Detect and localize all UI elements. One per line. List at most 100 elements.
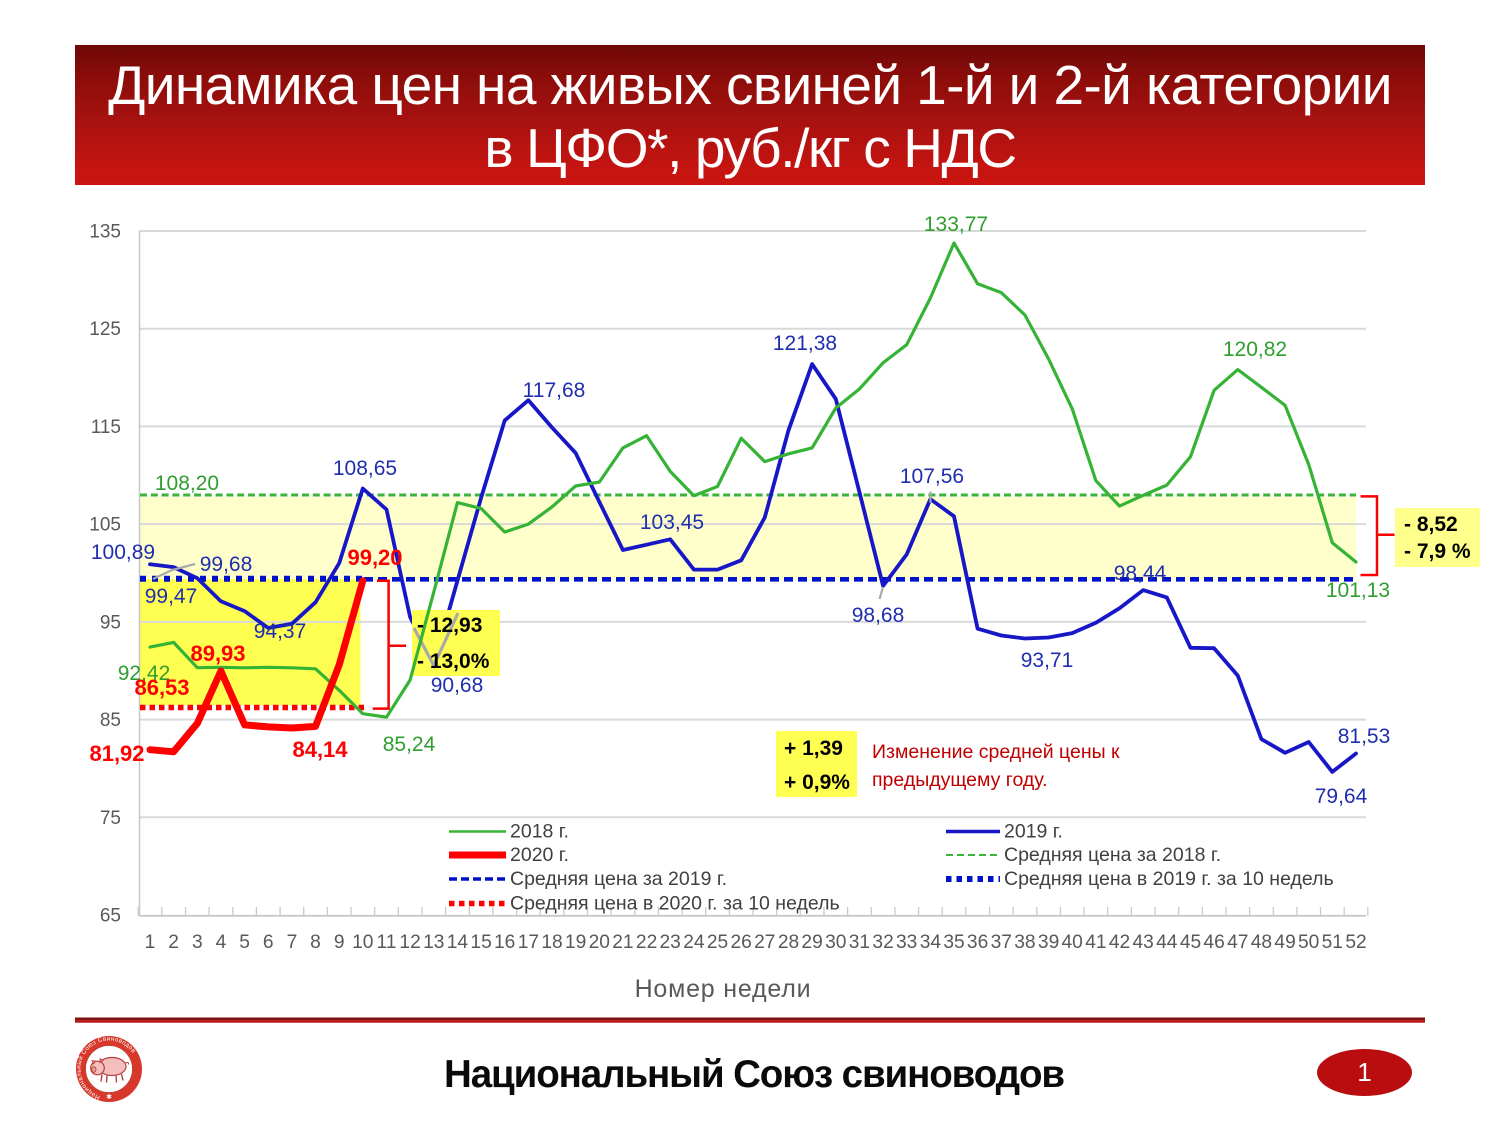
svg-text:Национальный Союз свиноводов: Национальный Союз свиноводов [444,1053,1064,1096]
svg-text:108,20: 108,20 [155,472,219,495]
svg-text:135: 135 [89,222,121,243]
svg-text:85: 85 [100,710,121,731]
svg-text:98,68: 98,68 [852,604,905,627]
svg-text:108,65: 108,65 [333,457,397,480]
svg-text:38: 38 [1014,932,1035,953]
svg-text:- 13,0%: - 13,0% [417,650,490,673]
svg-text:Средняя цена в 2019 г. за 10 н: Средняя цена в 2019 г. за 10 недель [1004,868,1334,890]
svg-text:30: 30 [825,932,846,953]
svg-text:1: 1 [145,932,156,953]
svg-text:+ 0,9%: + 0,9% [784,771,850,794]
svg-text:39: 39 [1038,932,1059,953]
svg-text:42: 42 [1109,932,1130,953]
svg-text:89,93: 89,93 [190,641,245,666]
svg-text:101,13: 101,13 [1326,579,1390,602]
svg-text:2018 г.: 2018 г. [510,821,569,843]
svg-text:34: 34 [920,932,942,953]
svg-text:12: 12 [399,932,420,953]
svg-text:19: 19 [565,932,586,953]
svg-text:44: 44 [1156,932,1178,953]
svg-text:92,42: 92,42 [118,662,171,685]
svg-text:10: 10 [352,932,373,953]
svg-text:47: 47 [1227,932,1248,953]
svg-text:28: 28 [778,932,799,953]
svg-text:93,71: 93,71 [1021,649,1074,672]
svg-text:41: 41 [1085,932,1106,953]
svg-text:24: 24 [683,932,705,953]
svg-text:36: 36 [967,932,988,953]
svg-text:121,38: 121,38 [773,332,837,355]
svg-text:43: 43 [1133,932,1154,953]
svg-text:125: 125 [89,319,121,340]
svg-text:46: 46 [1203,932,1224,953]
svg-text:81,92: 81,92 [89,741,144,766]
svg-text:33: 33 [896,932,917,953]
svg-text:5: 5 [239,932,250,953]
svg-text:94,37: 94,37 [254,620,307,643]
svg-text:99,20: 99,20 [347,545,402,570]
svg-text:115: 115 [91,417,121,438]
svg-text:22: 22 [636,932,657,953]
svg-text:8: 8 [310,932,321,953]
svg-text:52: 52 [1345,932,1366,953]
svg-text:16: 16 [494,932,515,953]
svg-text:18: 18 [541,932,562,953]
svg-text:45: 45 [1180,932,1201,953]
svg-text:133,77: 133,77 [924,213,988,236]
svg-text:Средняя цена за 2018 г.: Средняя цена за 2018 г. [1004,844,1221,866]
svg-text:32: 32 [872,932,893,953]
svg-text:6: 6 [263,932,274,953]
svg-text:21: 21 [612,932,633,953]
svg-text:25: 25 [707,932,728,953]
svg-text:35: 35 [943,932,964,953]
svg-text:13: 13 [423,932,444,953]
svg-text:- 12,93: - 12,93 [417,614,482,637]
svg-text:79,64: 79,64 [1315,785,1368,808]
svg-text:✱: ✱ [106,1093,112,1101]
svg-text:11: 11 [377,932,397,953]
svg-text:- 7,9 %: - 7,9 % [1404,540,1471,563]
svg-text:100,89: 100,89 [91,541,155,564]
svg-text:117,68: 117,68 [523,379,586,402]
svg-text:2020 г.: 2020 г. [510,844,569,866]
svg-text:29: 29 [801,932,822,953]
svg-text:Изменение средней цены к: Изменение средней цены к [872,741,1120,763]
svg-text:105: 105 [89,515,121,536]
svg-text:65: 65 [100,906,121,927]
svg-text:85,24: 85,24 [383,733,436,756]
svg-text:3: 3 [192,932,203,953]
svg-text:14: 14 [447,932,469,953]
svg-text:95: 95 [100,612,121,633]
svg-text:51: 51 [1322,932,1343,953]
svg-text:99,68: 99,68 [200,553,253,576]
svg-text:2019 г.: 2019 г. [1004,821,1063,843]
svg-text:предыдущему году.: предыдущему году. [872,769,1048,791]
svg-text:103,45: 103,45 [640,511,704,534]
svg-text:120,82: 120,82 [1223,338,1287,361]
svg-text:99,47: 99,47 [145,585,198,608]
svg-text:48: 48 [1251,932,1272,953]
svg-text:37: 37 [991,932,1012,953]
svg-text:Средняя цена в 2020 г. за 10 н: Средняя цена в 2020 г. за 10 недель [510,893,840,915]
svg-text:81,53: 81,53 [1338,725,1391,748]
svg-text:20: 20 [589,932,610,953]
svg-text:9: 9 [334,932,345,953]
svg-text:75: 75 [100,808,121,829]
svg-text:31: 31 [849,932,870,953]
svg-text:90,68: 90,68 [431,674,484,697]
svg-text:107,56: 107,56 [900,465,964,488]
svg-text:50: 50 [1298,932,1319,953]
svg-text:40: 40 [1062,932,1083,953]
svg-text:26: 26 [731,932,752,953]
svg-text:98,44: 98,44 [1114,562,1167,585]
svg-text:7: 7 [287,932,298,953]
svg-text:Средняя цена за 2019 г.: Средняя цена за 2019 г. [510,868,727,890]
svg-text:17: 17 [518,932,539,953]
svg-text:- 8,52: - 8,52 [1404,513,1458,536]
svg-text:1: 1 [1357,1057,1371,1087]
svg-text:+ 1,39: + 1,39 [784,737,843,760]
svg-text:86,53: 86,53 [134,675,189,700]
svg-text:4: 4 [216,932,227,953]
svg-text:27: 27 [754,932,775,953]
svg-text:49: 49 [1274,932,1295,953]
